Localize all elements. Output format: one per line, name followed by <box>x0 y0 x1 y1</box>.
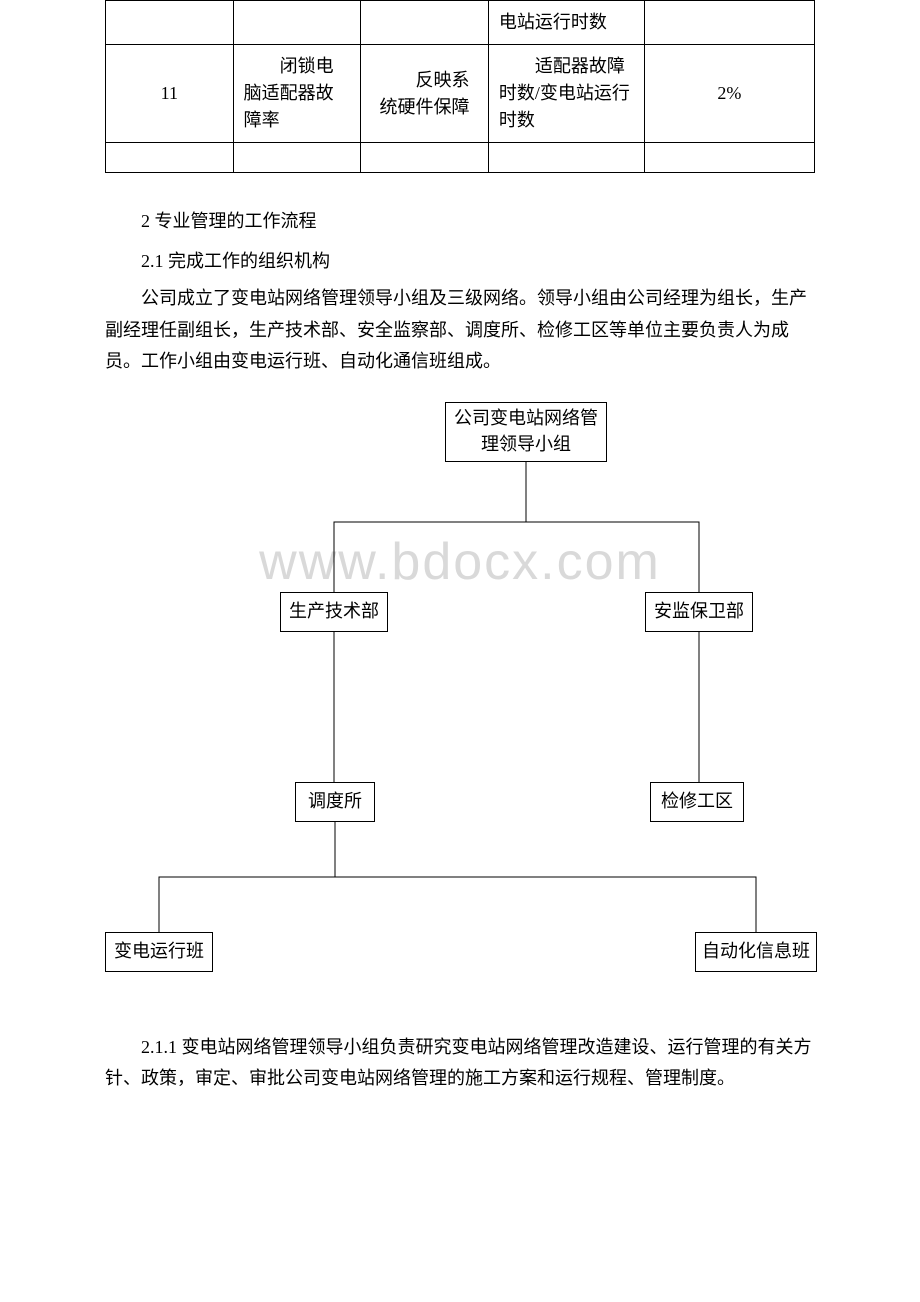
org-node-auto: 自动化信息班 <box>695 932 817 972</box>
table-row <box>106 143 815 173</box>
table-row: 电站运行时数 <box>106 1 815 45</box>
org-edge <box>526 462 699 592</box>
table-row: 11 闭锁电脑适配器故障率 反映系统硬件保障 适配器故障时数/变电站运行时数 2… <box>106 45 815 143</box>
cell <box>106 143 234 173</box>
cell <box>361 1 489 45</box>
cell <box>644 143 814 173</box>
metrics-table: 电站运行时数 11 闭锁电脑适配器故障率 反映系统硬件保障 适配器故障时数/变电… <box>105 0 815 173</box>
org-chart: www.bdocx.com 公司变电站网络管理领导小组生产技术部安监保卫部调度所… <box>105 402 815 982</box>
section-2-1-1-text: 2.1.1 变电站网络管理领导小组负责研究变电站网络管理改造建设、运行管理的有关… <box>105 1032 815 1095</box>
cell: 11 <box>106 45 234 143</box>
cell: 适配器故障时数/变电站运行时数 <box>488 45 644 143</box>
cell: 2% <box>644 45 814 143</box>
cell <box>233 143 361 173</box>
cell <box>106 1 234 45</box>
cell: 电站运行时数 <box>488 1 644 45</box>
cell <box>488 143 644 173</box>
section-2-heading: 2 专业管理的工作流程 <box>105 203 815 239</box>
cell: 闭锁电脑适配器故障率 <box>233 45 361 143</box>
org-node-root: 公司变电站网络管理领导小组 <box>445 402 607 462</box>
org-node-dispatch: 调度所 <box>295 782 375 822</box>
cell <box>361 143 489 173</box>
cell <box>233 1 361 45</box>
org-node-repair: 检修工区 <box>650 782 744 822</box>
org-node-safety: 安监保卫部 <box>645 592 753 632</box>
org-node-prod: 生产技术部 <box>280 592 388 632</box>
section-2-1-heading: 2.1 完成工作的组织机构 <box>105 243 815 279</box>
cell <box>644 1 814 45</box>
org-node-ops: 变电运行班 <box>105 932 213 972</box>
org-chart-lines <box>105 402 815 982</box>
paragraph-body: 公司成立了变电站网络管理领导小组及三级网络。领导小组由公司经理为组长，生产副经理… <box>105 283 815 378</box>
cell: 反映系统硬件保障 <box>361 45 489 143</box>
org-edge <box>334 462 526 592</box>
org-edge <box>159 822 335 932</box>
org-edge <box>335 822 756 932</box>
